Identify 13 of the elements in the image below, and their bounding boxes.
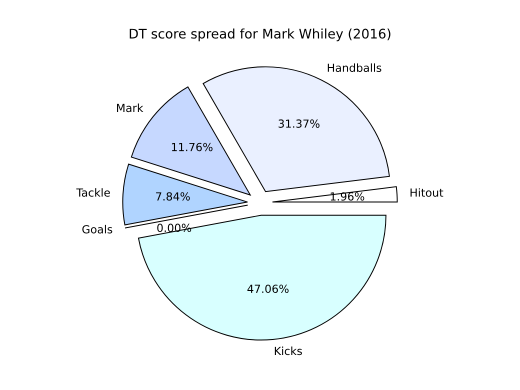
slice-label: Kicks [274,346,302,356]
data-label: 11.76% [172,142,213,152]
text: 0.00% [157,224,192,232]
slice-label: Handballs [328,63,382,72]
data-label: 7.84% [156,192,190,201]
slice-label: Mark [117,104,144,112]
slice-label: Hitout [410,188,444,197]
chart-title: DT score spread for Mark Whiley (2016) [130,28,390,42]
data-label: 1.96% [330,192,364,201]
category-label: Goals [82,224,112,234]
slice-label: Tackle [76,188,110,197]
data-label: 47.06% [247,284,289,294]
data-label: 31.37% [278,119,320,128]
